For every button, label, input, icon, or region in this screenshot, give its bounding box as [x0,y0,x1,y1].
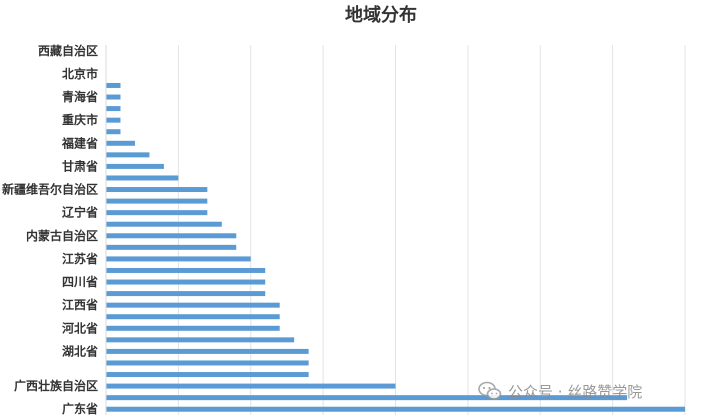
watermark-text: 公众号 · 丝路赞学院 [508,382,643,401]
category-label: 河北省 [61,320,98,335]
category-label: 湖北省 [62,343,98,358]
wechat-icon [478,381,502,400]
bar [106,395,628,401]
bar [106,129,121,135]
category-label: 江苏省 [62,251,98,266]
bar [106,279,266,285]
bar [106,82,121,88]
category-label: 北京市 [62,66,98,81]
category-label: 青海省 [62,89,98,104]
bar [106,360,309,366]
bar [106,325,280,331]
category-label: 辽宁省 [62,205,98,220]
category-label: 西藏自治区 [38,43,98,58]
bar [106,244,237,250]
bar [106,163,164,169]
bar [106,187,208,193]
bar [106,267,266,273]
bar [106,221,222,227]
bar [106,291,266,297]
bar [106,383,396,389]
bar [106,233,237,239]
bar [106,106,121,112]
watermark: 公众号 · 丝路赞学院 [478,378,642,404]
bar [106,152,150,158]
bar [106,175,179,181]
category-label: 江西省 [62,297,98,312]
bar [106,372,309,378]
category-label: 重庆市 [62,112,98,127]
category-label: 广东省 [62,401,98,416]
category-label: 甘肃省 [62,158,98,173]
bar [106,140,135,146]
category-label: 内蒙古自治区 [26,228,98,243]
gridlines [177,45,686,415]
category-label: 新疆维吾尔自治区 [2,182,98,197]
category-labels: 广东省 广西壮族自治区 湖北省 河北省 江西省 四川省 江苏省 内蒙古自治区 辽宁省 新疆维吾尔自… [2,43,98,416]
category-label: 广西壮族自治区 [14,378,98,393]
category-label: 福建省 [61,135,98,150]
bar [106,256,251,262]
bar [106,406,685,412]
bar [106,198,208,204]
chart-title: 地域分布 [345,4,417,26]
bar [106,302,280,308]
bar-series [106,82,685,412]
category-label: 四川省 [62,274,98,289]
bar [106,348,309,354]
bar [106,314,280,320]
bar [106,337,295,343]
bar [106,210,208,216]
bar [106,117,121,123]
bar [106,94,121,100]
